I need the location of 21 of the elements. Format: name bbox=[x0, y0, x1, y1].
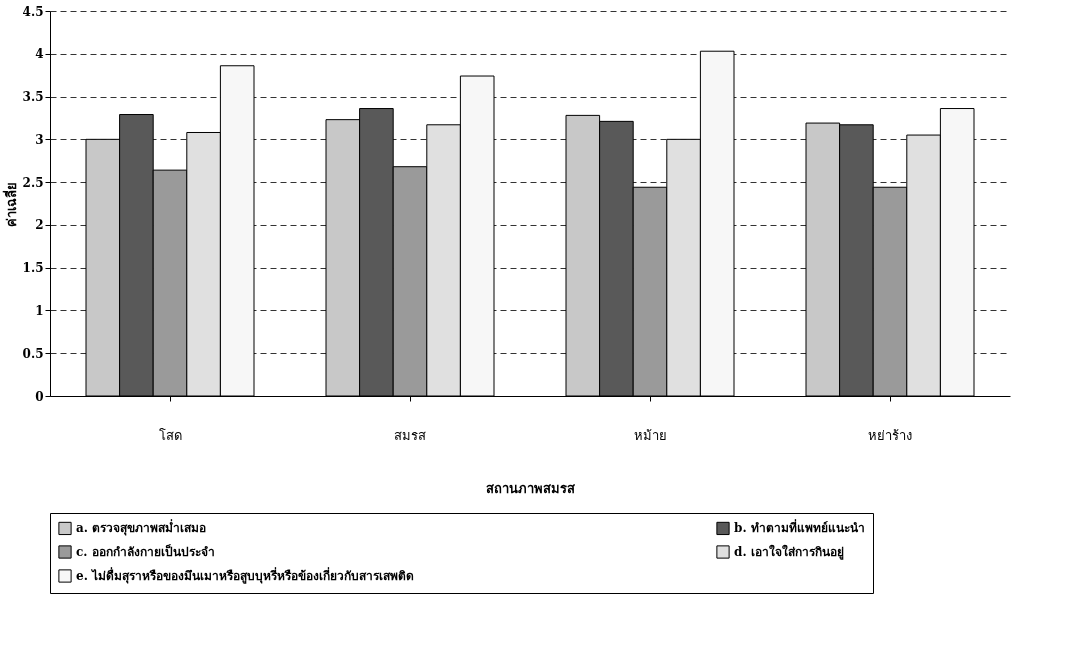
y-tick-label: 4 bbox=[35, 47, 44, 62]
x-tick-label: สมรส bbox=[394, 427, 426, 443]
y-tick-label: 4.5 bbox=[22, 4, 44, 19]
y-tick-label: 2.5 bbox=[22, 175, 44, 190]
x-tick-label: หย่าร้าง bbox=[868, 427, 912, 443]
legend-label: c. ออกกำลังกายเป็นประจำ bbox=[76, 544, 215, 559]
legend-label: d. เอาใจใส่การกินอยู่ bbox=[734, 544, 844, 560]
x-tick-label: หม้าย bbox=[633, 427, 667, 443]
x-tick-label: โสด bbox=[158, 427, 182, 443]
y-tick-label: 1 bbox=[35, 303, 44, 318]
y-tick-label: 3.5 bbox=[22, 90, 44, 105]
y-tick-label: 0.5 bbox=[22, 346, 44, 361]
y-axis-title: ค่าเฉลี่ย bbox=[1, 181, 19, 227]
legend-label: a. ตรวจสุขภาพสม่ำเสมอ bbox=[76, 519, 207, 537]
legend-label: e. ไม่ดื่มสุราหรือของมึนเมาหรือสูบบุหรี่หรือข้องเกี่ยวกับสารเสพติด bbox=[76, 567, 414, 584]
y-tick-label: 3 bbox=[35, 132, 44, 147]
x-axis-title: สถานภาพสมรส bbox=[486, 480, 575, 496]
y-tick-label: 0 bbox=[35, 389, 44, 404]
legend-label: b. ทำตามที่แพทย์แนะนำ bbox=[734, 519, 865, 536]
y-tick-label: 1.5 bbox=[22, 261, 44, 276]
y-tick-label: 2 bbox=[35, 218, 44, 233]
